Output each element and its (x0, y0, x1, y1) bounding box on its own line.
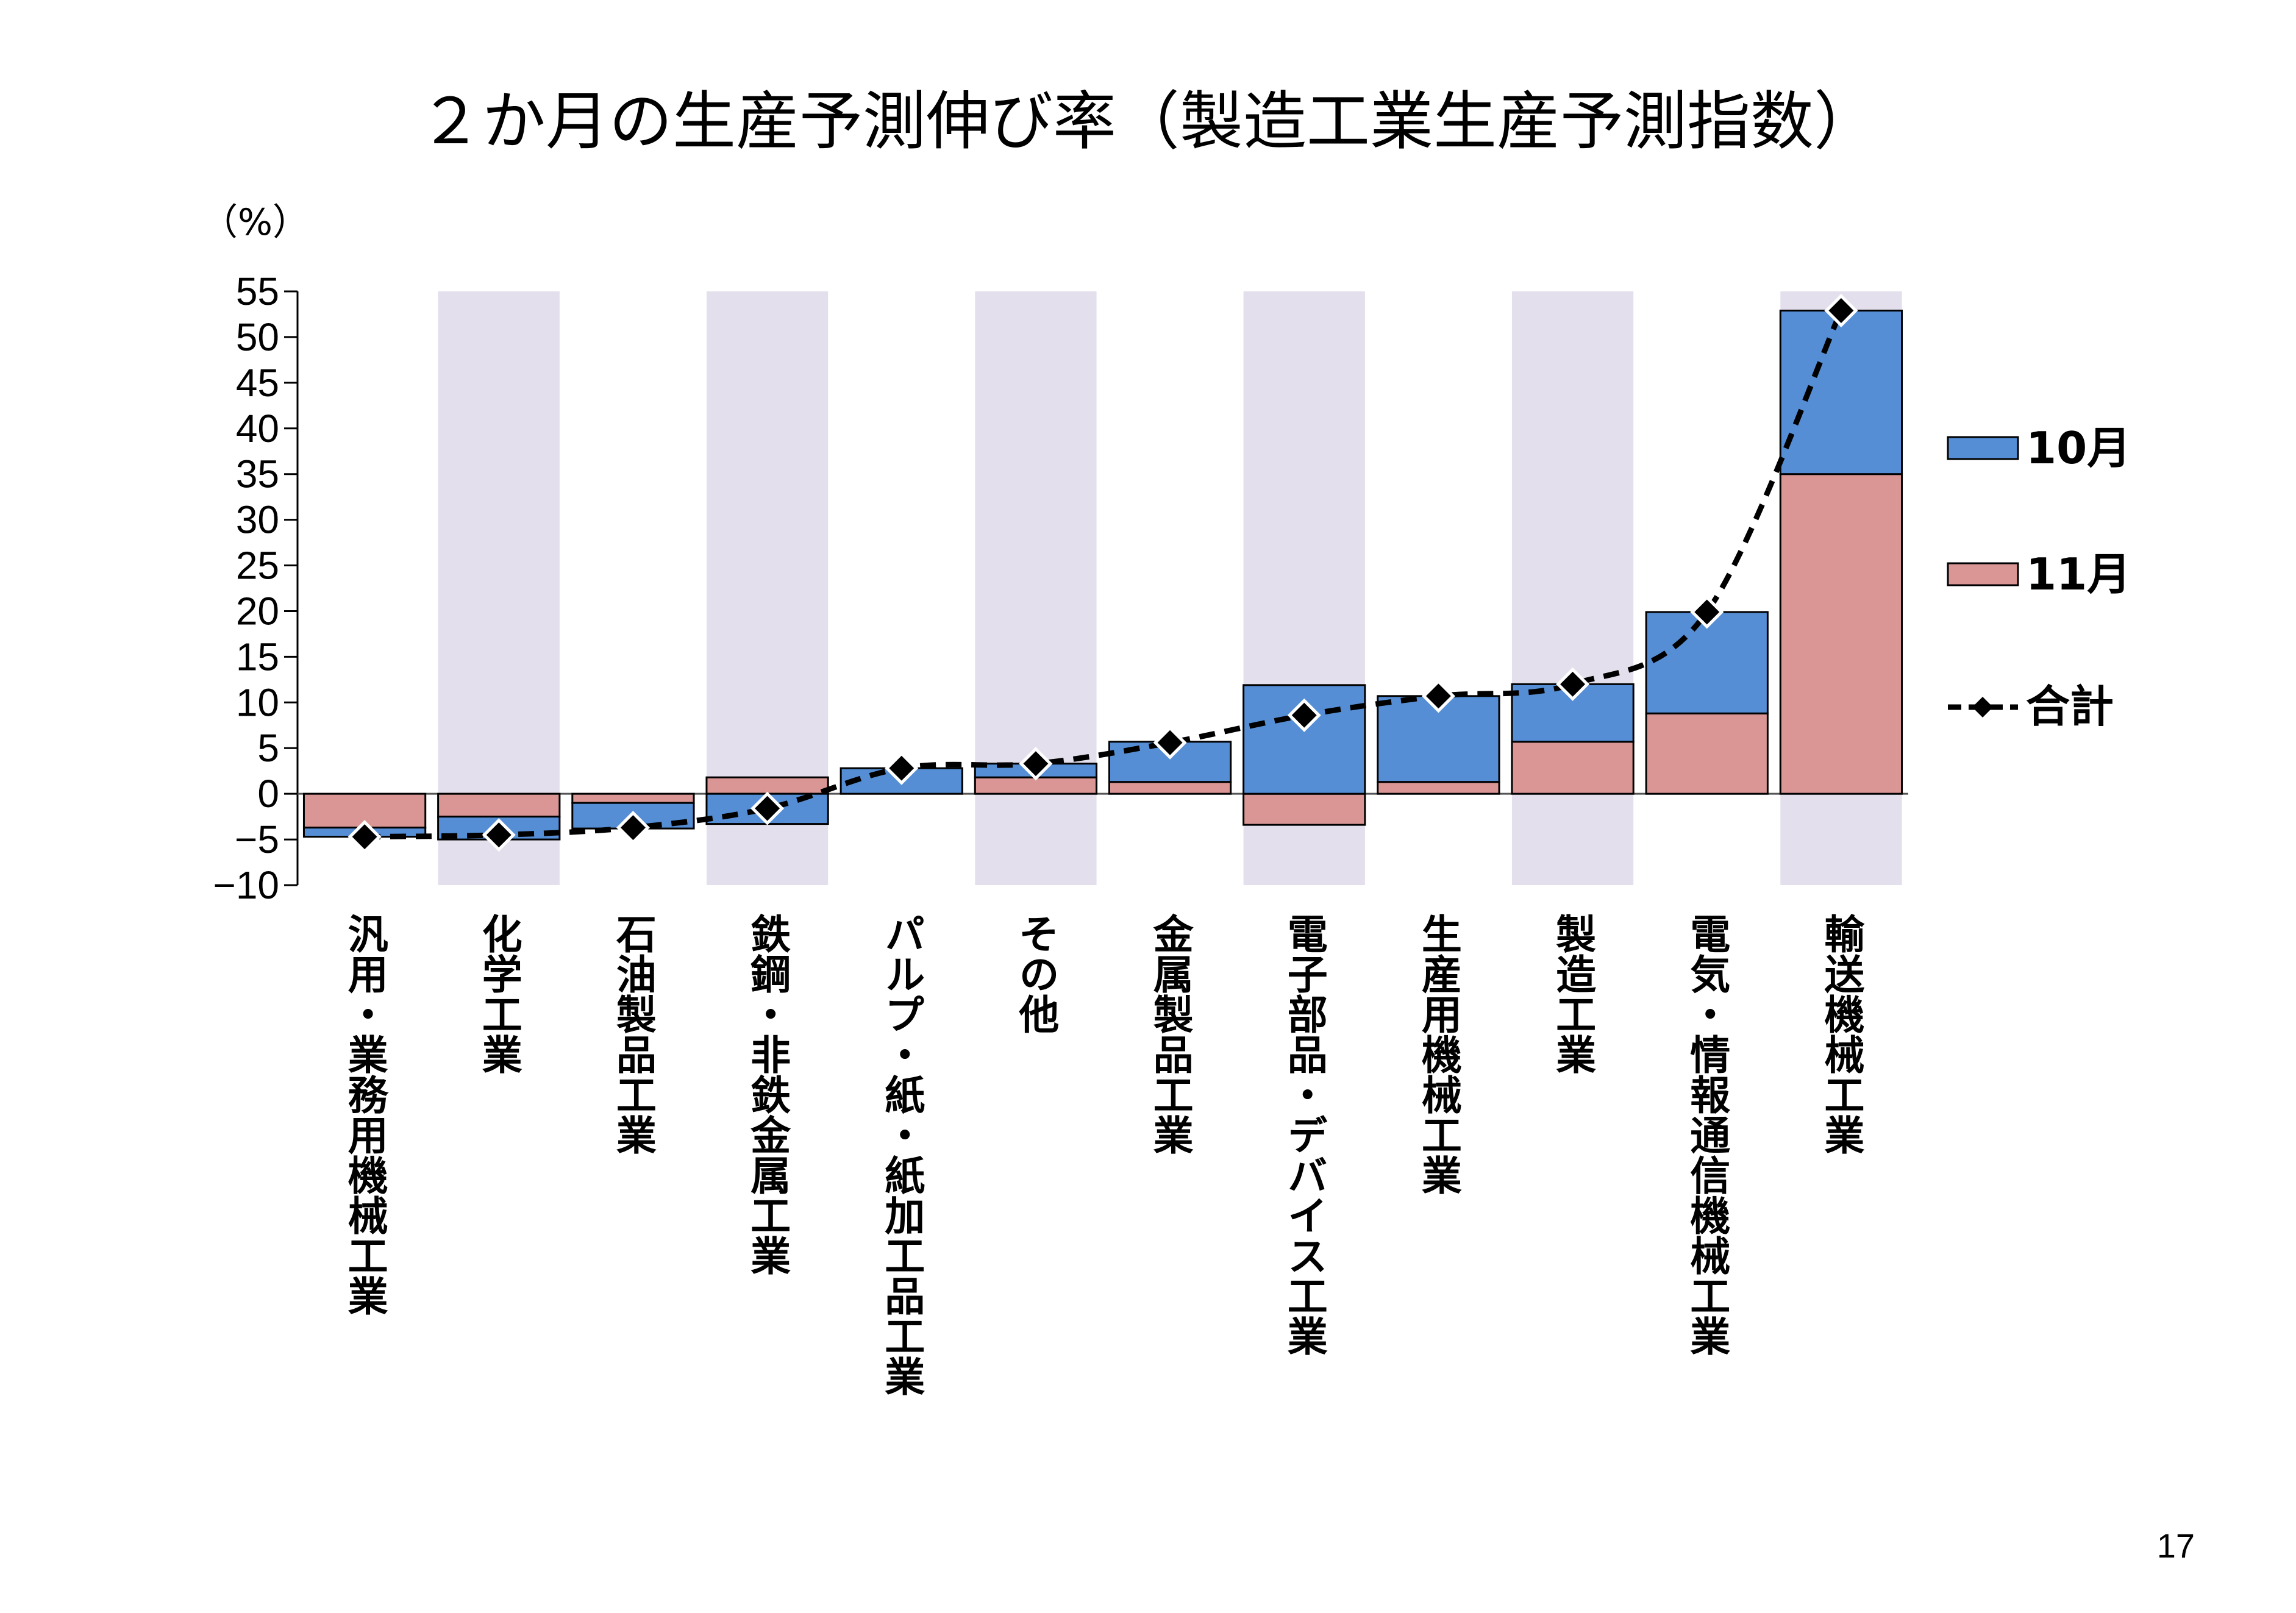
y-tick-label--5: −5 (235, 817, 279, 861)
category-label-7: 電子部品・デバイス工業 (1281, 913, 1328, 1356)
bar-11月-7 (1242, 792, 1366, 826)
category-label-3: 鉄鋼・非鉄金属工業 (744, 913, 791, 1275)
y-tick-label-0: 0 (257, 772, 279, 816)
total-point-6 (1153, 725, 1187, 760)
y-tick-label-40: 40 (236, 407, 279, 450)
total-point-5 (1019, 747, 1053, 781)
category-label-8: 生産用機械工業 (1415, 913, 1462, 1195)
total-point-1 (482, 818, 516, 852)
y-tick-label-15: 15 (236, 635, 279, 678)
total-point-9 (1556, 667, 1590, 701)
bar-11月-8 (1377, 781, 1500, 795)
y-tick-label-25: 25 (236, 544, 279, 588)
legend-label-total: 合計 (2026, 681, 2114, 732)
total-point-3 (750, 791, 785, 825)
total-point-0 (348, 820, 382, 854)
bar-10月-11 (1779, 309, 1903, 475)
category-labels: 汎用・業務用機械工業 化学工業 石油製品工業 鉄鋼・非鉄金属工業 パルプ・紙・紙加工品工… (341, 913, 1865, 1396)
legend-marker-total (1972, 697, 1993, 717)
page-number: 17 (2157, 1526, 2195, 1565)
category-label-10: 電気・情報通信機械工業 (1683, 913, 1730, 1356)
y-tick-label-20: 20 (236, 589, 279, 633)
category-label-9: 製造工業 (1549, 913, 1596, 1074)
y-tick-label-30: 30 (236, 498, 279, 542)
y-unit-label: （%） (201, 201, 309, 244)
bar-11月-10 (1645, 712, 1769, 795)
bar-10月-10 (1645, 611, 1769, 714)
y-tick-label-50: 50 (236, 315, 279, 359)
shade-band-1 (438, 291, 560, 885)
total-point-2 (616, 811, 650, 845)
total-line (348, 293, 1858, 854)
category-label-0: 汎用・業務用機械工業 (341, 913, 388, 1316)
legend-swatch-11 (1947, 562, 2019, 586)
bar-11月-1 (437, 792, 561, 818)
chart-title: ２か月の生産予測伸び率（製造工業生産予測指数） (419, 84, 1877, 158)
y-tick-label--10: −10 (213, 863, 279, 907)
shade-band-9 (1511, 291, 1634, 885)
y-tick-label-5: 5 (257, 726, 279, 770)
bar-11月-9 (1511, 741, 1635, 795)
legend-swatch-10 (1947, 436, 2019, 460)
total-point-11 (1824, 293, 1858, 328)
y-tick-label-35: 35 (236, 452, 279, 496)
total-point-4 (885, 751, 919, 785)
bar-11月-3 (705, 776, 829, 795)
total-point-8 (1421, 679, 1455, 713)
total-point-7 (1287, 698, 1321, 732)
y-tick-label-55: 55 (236, 269, 279, 313)
category-label-5: その他 (1012, 913, 1060, 1034)
category-label-11: 輸送機械工業 (1817, 913, 1864, 1155)
bar-11月-2 (571, 792, 695, 804)
y-tick-label-45: 45 (236, 361, 279, 405)
category-label-4: パルプ・紙・紙加工品工業 (878, 913, 925, 1396)
category-label-2: 石油製品工業 (610, 913, 657, 1155)
bar-11月-11 (1779, 473, 1903, 795)
bar-11月-6 (1108, 781, 1232, 795)
y-tick-label-10: 10 (236, 680, 279, 724)
category-label-6: 金属製品工業 (1147, 913, 1194, 1155)
total-point-10 (1690, 595, 1724, 629)
legend-label-10: 10月 (2026, 422, 2131, 474)
category-label-1: 化学工業 (476, 913, 522, 1074)
legend-label-11: 11月 (2026, 549, 2131, 600)
shade-band-5 (975, 291, 1097, 885)
